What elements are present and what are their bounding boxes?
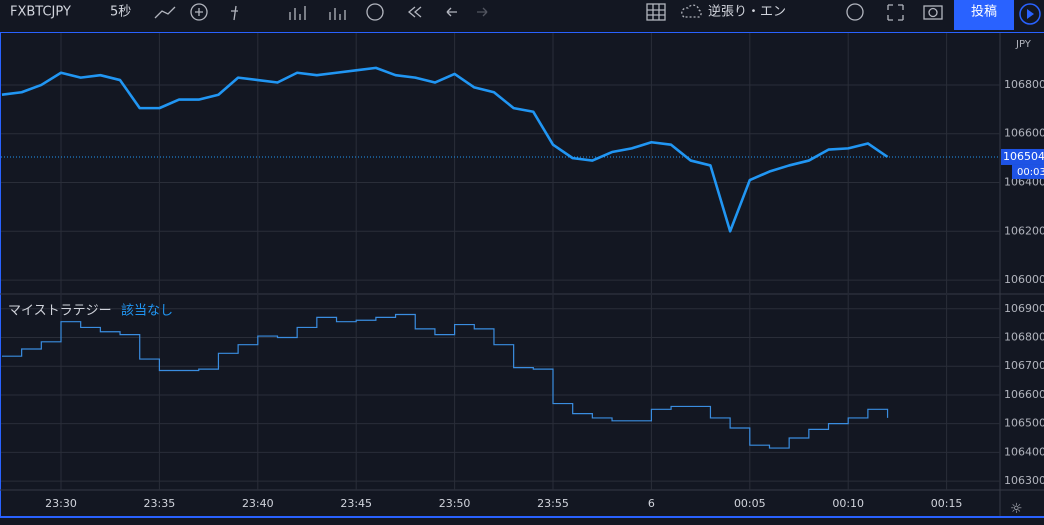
undo-icon[interactable] [446,7,457,17]
plots: 1060000 1062000 1064000 1066000 1068000 JPY 10… [1,33,1044,510]
x-tick-label: 23:55 [537,497,569,510]
y-tick-label: 1066000 [1004,127,1044,140]
alert-icon[interactable] [366,3,384,21]
fx-icon[interactable] [231,5,238,21]
strategy-line [1,313,889,449]
indicator-icon[interactable] [190,3,208,21]
y-tick-label: 1063000 [1004,474,1044,487]
y-tick-label: 1060000 [1004,273,1044,286]
publish-button[interactable] [954,0,1014,30]
bottom-border [0,516,1044,518]
y-tick-label: 1066000 [1004,388,1044,401]
x-tick-label: 00:15 [931,497,963,510]
strategy-status: 該当なし [121,303,173,319]
last-price-box [1001,148,1044,165]
price-line [1,66,889,233]
replay-icon[interactable] [407,6,422,18]
y-tick-label: 1064000 [1004,445,1044,458]
settings-icon[interactable] [846,3,864,21]
y-tick-label: 1067000 [1004,359,1044,372]
snapshot-icon[interactable] [923,5,943,20]
play-button[interactable] [1019,3,1041,25]
x-tick-label: 00:10 [832,497,864,510]
plus [195,8,203,16]
toolbar: FXBTCJPY 5秒 逆張り・エン 投稿 [0,0,1044,31]
lens [928,7,938,18]
layout-name[interactable]: 逆張り・エン [708,4,786,20]
y-tick-label: 1065000 [1004,417,1044,430]
countdown-box [1012,164,1044,179]
play [1027,9,1034,19]
y-tick-label: 1069000 [1004,302,1044,315]
bars-icon[interactable] [289,6,306,20]
x-tick-label: 23:40 [242,497,274,510]
last-price-label: 1065047 [1003,150,1044,163]
redo-icon[interactable] [477,7,488,17]
countdown-label: 00:03 [1017,167,1044,178]
strategy-title: マイストラテジー [8,304,112,319]
compare-icon[interactable] [329,8,346,20]
x-tick-label: 23:50 [439,497,471,510]
cloud-icon[interactable] [681,4,702,18]
chart-style-icon[interactable] [154,6,176,19]
toolbar-bg [0,0,1044,31]
x-tick-label: 6 [648,497,655,510]
x-tick-label: 23:35 [144,497,176,510]
x-tick-label: 23:30 [45,497,77,510]
currency-label: JPY [1015,39,1032,50]
y-tick-label: 1062000 [1004,224,1044,237]
axis-settings-icon[interactable]: ☼ [1010,501,1023,517]
layout-grid [647,4,665,20]
y-tick-label: 1068000 [1004,78,1044,91]
left-border [0,32,1,518]
layout-icon[interactable] [646,3,666,21]
x-tick-label: 00:05 [734,497,766,510]
y-tick-label: 1068000 [1004,331,1044,344]
symbol[interactable]: FXBTCJPY [10,5,71,20]
publish-label: 投稿 [971,4,997,20]
x-tick-label: 23:45 [340,497,372,510]
interval[interactable]: 5秒 [110,5,131,20]
top-border [0,32,1044,33]
fullscreen-icon[interactable] [887,4,904,21]
